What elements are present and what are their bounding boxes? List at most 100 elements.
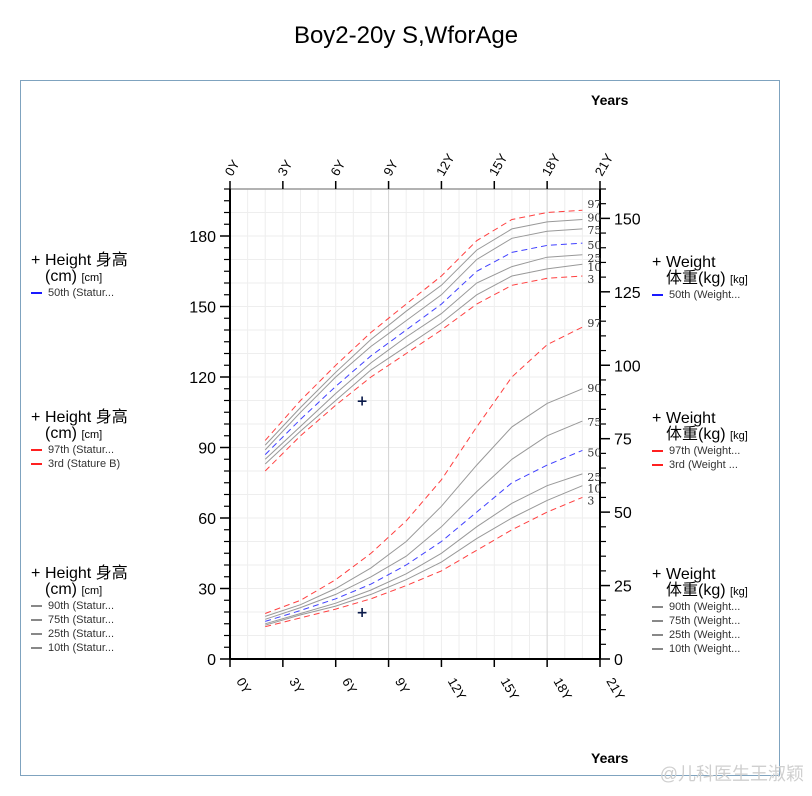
legend-unit-small: [cm] (81, 272, 103, 284)
legend-item-label: 75th (Weight... (669, 615, 741, 627)
stature-curve-90 (264, 219, 583, 446)
legend-item: 3rd (Stature B) (31, 457, 128, 471)
legend-item: 3rd (Weight ... (652, 458, 748, 472)
legend-item: 25th (Statur... (31, 627, 128, 641)
plus-icon: + (31, 252, 41, 269)
legend-unit-small: [kg] (730, 430, 748, 442)
legend-swatch (652, 606, 663, 608)
legend-item: 10th (Statur... (31, 641, 128, 655)
legend-unit-small: [kg] (730, 274, 748, 286)
weight-percentile-label: 50 (587, 446, 601, 459)
y-right-tick-label: 125 (614, 285, 641, 302)
legend-item-label: 3rd (Weight ... (669, 459, 738, 471)
plus-icon: + (652, 566, 662, 583)
legend-item: 75th (Weight... (652, 614, 748, 628)
legend-swatch (652, 450, 663, 452)
stature-percentile-label: 97 (587, 198, 601, 211)
legend-item-label: 25th (Statur... (48, 628, 115, 640)
weight-percentile-label: 10 (587, 483, 601, 496)
plus-icon: + (652, 254, 662, 271)
legend-unit: 体重(kg) (666, 270, 726, 287)
legend-unit-small: [cm] (81, 585, 103, 597)
plus-icon: + (31, 565, 41, 582)
weight-curve-25 (265, 473, 583, 625)
chart-title: Boy2-20y S,WforAge (293, 22, 519, 49)
stature-percentile-label: 3 (587, 273, 594, 286)
stature-curve-50 (264, 242, 583, 455)
y-left-tick-label: 30 (198, 582, 216, 599)
legend-swatch (31, 463, 42, 465)
legend-swatch (652, 648, 663, 650)
legend-unit: 体重(kg) (666, 582, 726, 599)
measurement-marker-weight: + (356, 605, 368, 621)
legend-item-label: 10th (Statur... (48, 642, 115, 654)
x-tick-label-top: 9Y (380, 157, 401, 179)
x-tick-label-bottom: 3Y (286, 675, 307, 697)
legend-swatch (31, 619, 42, 621)
x-tick-label-top: 12Y (433, 151, 458, 179)
y-right-tick-label: 0 (614, 652, 623, 669)
legend-item-label: 90th (Weight... (669, 601, 741, 613)
weight-curve-90 (265, 388, 583, 617)
weight-curve-50 (265, 449, 583, 622)
legend-swatch (652, 464, 663, 466)
measurement-marker-stature: + (356, 394, 368, 410)
y-right-tick-label: 25 (614, 579, 632, 596)
weight-percentile-label: 3 (587, 494, 594, 507)
stature-curve-97 (264, 209, 583, 441)
x-tick-label-top: 15Y (486, 151, 511, 179)
weight-percentile-label: 90 (587, 382, 601, 395)
legend-swatch (652, 634, 663, 636)
weight-percentile-label: 25 (587, 471, 601, 484)
legend-item-label: 90th (Statur... (48, 600, 115, 612)
legend-title: Height 身高 (45, 252, 128, 269)
x-tick-label-bottom: 15Y (498, 675, 523, 703)
chart-frame: 0Y 0Y 3Y 3Y 6Y 6Y 9Y 9Y 12Y 12Y 15Y 15Y 18Y 18Y 21Y 21Y… (20, 80, 780, 776)
weight-percentile-label: 97 (587, 317, 601, 330)
weight-curve-97 (265, 326, 583, 614)
x-tick-label-top: 21Y (592, 151, 617, 179)
legend-item: 75th (Statur... (31, 613, 128, 627)
legend-unit: (cm) (45, 425, 77, 442)
legend-swatch (31, 292, 42, 294)
legend-swatch (31, 633, 42, 635)
legend-item: 97th (Weight... (652, 444, 748, 458)
x-tick-label-bottom: 12Y (445, 675, 470, 703)
stature-percentile-label: 75 (587, 224, 601, 237)
x-tick-label-bottom: 6Y (339, 675, 360, 697)
legend-items: 50th (Weight... (652, 288, 748, 302)
watermark: @儿科医生王淑颖 (659, 764, 804, 784)
legend-item: 50th (Weight... (652, 288, 748, 302)
stature-curve-3 (264, 275, 583, 472)
legend-item: 90th (Statur... (31, 599, 128, 613)
y-left-tick-label: 150 (189, 300, 216, 317)
legend-title: Height 身高 (45, 409, 128, 426)
x-axis-label-top: Years (591, 92, 629, 108)
weight-curve-10 (265, 485, 583, 626)
stature-percentile-label: 50 (587, 239, 601, 252)
y-left-tick-label: 0 (207, 652, 216, 669)
legend-item: 90th (Weight... (652, 600, 748, 614)
y-right-tick-label: 75 (614, 432, 632, 449)
legend-item-label: 3rd (Stature B) (48, 458, 121, 470)
legend-item: 10th (Weight... (652, 642, 748, 656)
x-tick-label-bottom: 9Y (392, 675, 413, 697)
x-tick-label-top: 18Y (539, 151, 564, 179)
y-left-tick-label: 90 (198, 441, 216, 458)
legend-items: 97th (Statur... 3rd (Stature B) (31, 443, 128, 471)
x-tick-label-bottom: 21Y (603, 675, 628, 703)
y-right-tick-label: 50 (614, 505, 632, 522)
legend-title: Weight (666, 410, 716, 427)
legend-item-label: 97th (Statur... (48, 444, 115, 456)
x-tick-label-top: 0Y (222, 157, 243, 179)
growth-chart-plot: 0Y 0Y 3Y 3Y 6Y 6Y 9Y 9Y 12Y 12Y 15Y 15Y 18Y 18Y 21Y 21Y… (189, 92, 641, 766)
legend-title: Height 身高 (45, 565, 128, 582)
legend-item: 25th (Weight... (652, 628, 748, 642)
x-tick-label-bottom: 18Y (551, 675, 576, 703)
legend-item-label: 75th (Statur... (48, 614, 115, 626)
weight-curve-3 (265, 496, 583, 628)
legend-swatch (31, 605, 42, 607)
legend-item-label: 10th (Weight... (669, 643, 741, 655)
x-tick-label-bottom: 0Y (233, 675, 254, 697)
legend-unit-small: [kg] (730, 586, 748, 598)
